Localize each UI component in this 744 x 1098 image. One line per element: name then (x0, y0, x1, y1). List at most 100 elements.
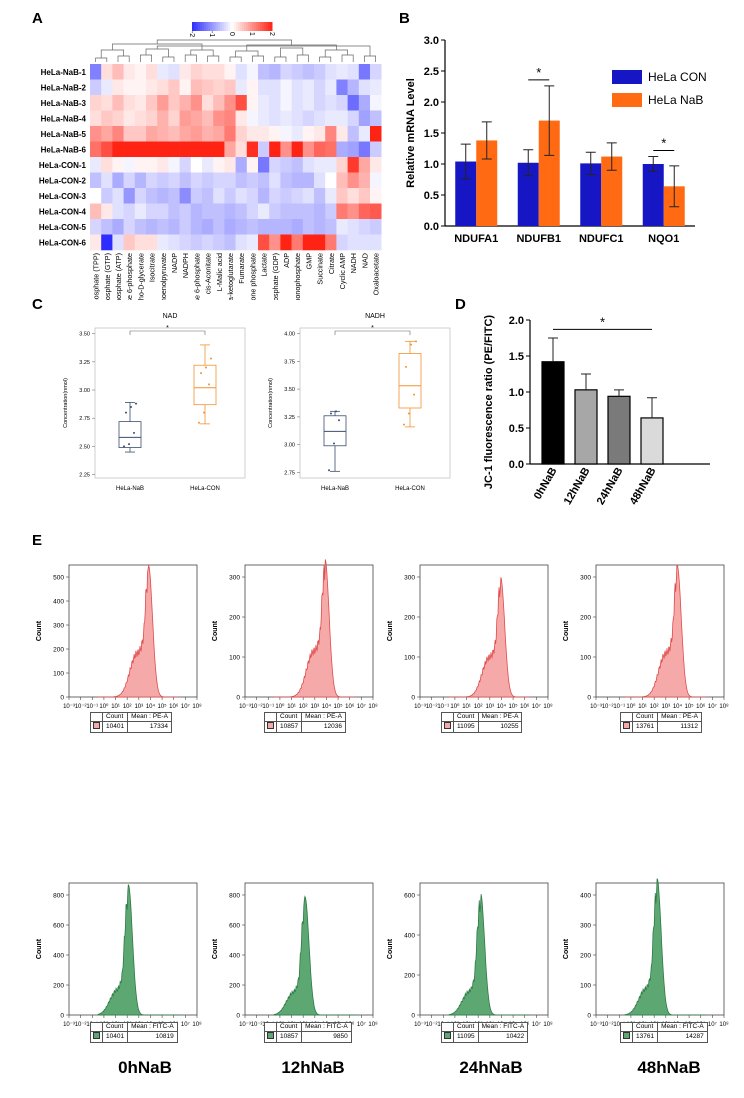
data-point (203, 411, 205, 414)
heatmap-cell (123, 203, 136, 220)
heatmap-cell (358, 157, 371, 173)
x-tick-label: 10⁵ (158, 703, 168, 710)
data-point (130, 405, 132, 408)
x-tick-label: 10⁷ (532, 1021, 541, 1028)
colorbar-tick-label: 0 (228, 32, 235, 36)
pe-swatch (623, 722, 630, 729)
heatmap-cell (280, 79, 292, 96)
heatmap-cell (90, 110, 102, 127)
dendrogram-link (117, 55, 130, 62)
count-value: 10401 (101, 721, 129, 733)
heatmap-cell (291, 141, 304, 158)
heatmap-cell (235, 110, 248, 127)
x-tick-label: 10² (123, 704, 132, 710)
colorbar-segment (266, 22, 269, 31)
bar-nab (601, 156, 623, 226)
heatmap-cell (168, 79, 180, 96)
colorbar-segment (252, 22, 255, 31)
heatmap-cell (157, 79, 169, 96)
y-tick-label: 300 (404, 575, 415, 582)
x-tick-label: 10⁻³ (239, 704, 251, 710)
y-tick-label: 1.5 (509, 351, 524, 363)
heatmap-cell (213, 157, 225, 173)
heatmap-cell (291, 95, 304, 111)
heatmap-cell (291, 234, 304, 251)
heatmap-cell (146, 79, 158, 96)
heatmap-cell (258, 219, 270, 235)
x-tick-label: 10¹ (462, 704, 471, 710)
heatmap-cell (246, 219, 259, 235)
heatmap-cell (269, 79, 281, 96)
heatmap-cell (146, 188, 158, 204)
y-axis-title: Relative mRNA Level (405, 78, 417, 188)
heatmap-cell (325, 64, 337, 80)
heatmap-cell (224, 157, 236, 173)
heatmap-cell (235, 203, 248, 220)
x-tick-label: 10⁷ (532, 703, 541, 710)
x-tick-label: 10⁻¹ (437, 704, 449, 710)
heatmap-cell (202, 64, 214, 80)
x-tick-label: 10² (650, 704, 659, 710)
heatmap-cell (112, 95, 124, 111)
heatmap-cell (302, 110, 315, 127)
heatmap-cell (314, 126, 326, 142)
y-tick-label: 2.25 (79, 473, 90, 479)
heatmap-cell (101, 126, 113, 142)
heatmap-cell (101, 157, 113, 173)
colorbar-segment (202, 22, 205, 31)
data-point (415, 340, 417, 343)
heatmap-cell (157, 141, 169, 158)
y-tick-label: 300 (580, 575, 591, 582)
data-point (205, 366, 207, 369)
colorbar-segment (254, 22, 257, 31)
y-tick-label: 4.00 (284, 332, 295, 338)
heatmap-cell (224, 126, 236, 142)
heatmap-cell (157, 126, 169, 142)
heatmap-cell (325, 141, 337, 158)
x-tick-label: 24hNaB (595, 465, 626, 507)
data-point (133, 431, 135, 434)
plot-frame (94, 327, 246, 479)
y-tick-label: 3.00 (79, 388, 90, 394)
heatmap-row-label: HeLa-NaB-3 (41, 99, 87, 108)
heatmap-cell (168, 234, 180, 251)
heatmap-column-label: Guanosine 5'-diphosphate (GDP) (271, 253, 280, 300)
fitc-stats-table-0h: Count Mean : FITC-A 10401 10819 (90, 1022, 178, 1043)
x-tick-label: 10³ (661, 704, 670, 710)
heatmap-cell (112, 234, 124, 251)
heatmap-cell (224, 141, 236, 158)
y-tick-label: 3.50 (79, 332, 90, 338)
legend-label: HeLa NaB (648, 93, 703, 107)
count-header: Count (101, 1022, 129, 1032)
fitc-swatch (93, 1032, 100, 1039)
heatmap-cell (246, 95, 259, 111)
heatmap-cell (90, 157, 102, 173)
x-tick-label: 10⁶ (520, 703, 530, 710)
y-tick-label: 2.0 (424, 97, 439, 109)
y-tick-label: 0.5 (509, 423, 524, 435)
error-bar (669, 165, 680, 208)
heatmap-cell (235, 126, 248, 142)
dendrogram-link (280, 47, 304, 57)
heatmap-cell (370, 141, 382, 158)
heatmap-cell (336, 219, 348, 235)
heatmap-cell (157, 203, 169, 220)
data-point (410, 343, 412, 346)
heatmap-cell (123, 188, 136, 204)
heatmap-cell (146, 203, 158, 220)
heatmap-cell (101, 188, 113, 204)
bar-nab (476, 140, 498, 226)
heatmap-cell (370, 79, 382, 96)
heatmap-cell (347, 203, 360, 220)
fitc-histogram (448, 894, 531, 1016)
y-axis-title: Count (563, 620, 570, 641)
heatmap-cell (157, 234, 169, 251)
x-tick-label: 10⁻¹ (262, 704, 274, 710)
heatmap-cell (112, 79, 124, 96)
heatmap-cell (213, 110, 225, 127)
bar (541, 361, 565, 465)
heatmap-cell (235, 219, 248, 235)
colorbar-tick-label: -1 (208, 31, 215, 37)
heatmap-cell (224, 203, 236, 220)
data-point (128, 443, 130, 446)
